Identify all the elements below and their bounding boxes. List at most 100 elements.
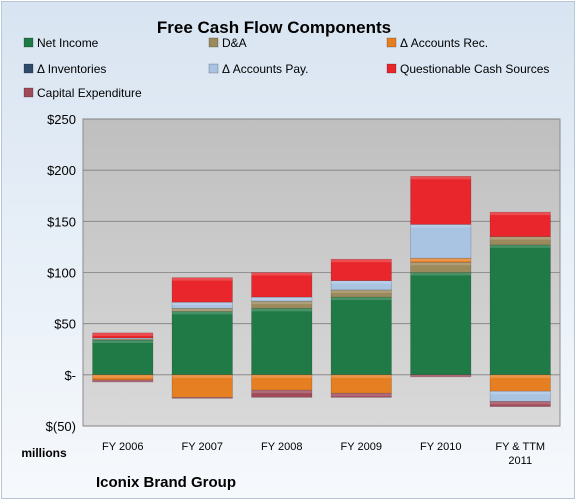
bar-segment-net-income [330,296,392,376]
bar-segment-highlight [172,311,233,315]
bar-segment-questionable-cash-sources [410,176,472,225]
bar-segment-capital-expenditure [410,374,472,378]
legend-label: Δ Inventories [37,62,106,76]
bar-segment-highlight [410,272,471,276]
bar-segment-net-income [92,339,154,376]
x-tick-label: FY 2010 [420,441,461,453]
bar-segment-net-income [251,308,313,376]
bar-segment-net-income [410,272,472,376]
bar-segment-highlight [490,236,551,240]
bar-segment-highlight [92,339,153,341]
legend-label: Net Income [37,36,99,50]
legend-swatch [23,87,34,98]
legend-label: Δ Accounts Pay. [222,62,309,76]
bar-segment-highlight [410,262,471,266]
legend-swatch [23,63,34,74]
legend-item-capital-expenditure: Capital Expenditure [23,86,142,100]
bar-segment-highlight [92,337,153,340]
bar-segment-highlight [251,308,312,312]
y-tick-label: $(50) [46,419,76,434]
legend-label: Questionable Cash Sources [400,62,549,76]
bar-segment-highlight [410,224,471,228]
x-tick-label: FY & TTM 2011 [495,441,545,467]
x-tick-label: FY 2006 [102,441,143,453]
legend-item-danda: D&A [208,36,247,50]
bar-segment-highlight [251,297,312,301]
legend-item-questionable-cash-sources: Questionable Cash Sources [386,62,549,76]
bar-segment-highlight [410,374,471,377]
bar-segment-highlight [92,332,153,336]
legend-item-delta-accounts-rec: Δ Accounts Rec. [386,36,488,50]
legend-label: Δ Accounts Rec. [400,36,488,50]
bar-segment-delta-accounts-pay [330,280,392,291]
legend-item-delta-inventories: Δ Inventories [23,62,106,76]
bar-segment-capital-expenditure [489,401,551,407]
bar-segment-highlight [172,374,233,378]
bar-segment-highlight [172,308,233,312]
y-tick-label: $200 [47,163,76,178]
bar-segment-highlight [92,340,153,344]
legend-swatch [386,63,397,74]
company-name: Iconix Brand Group [96,474,236,491]
bar-segment-highlight [410,258,471,262]
bar-segment-highlight [331,289,392,293]
legend-label: Capital Expenditure [37,86,142,100]
bar-segment-capital-expenditure [171,397,233,399]
legend-label: D&A [222,36,247,50]
bar-segment-highlight [251,390,312,394]
bar-segment-questionable-cash-sources [251,272,313,298]
bar-segment-highlight [331,393,392,397]
bar-segment-highlight [172,302,233,306]
bar-segment-capital-expenditure [330,392,392,398]
legend-item-delta-accounts-pay: Δ Accounts Pay. [208,62,309,76]
y-tick-label: $100 [47,266,76,281]
bar-segment-highlight [490,401,551,405]
bar-segment-net-income [489,244,551,376]
y-tick-label: $50 [54,317,76,332]
bar-segment-highlight [172,277,233,281]
bar-segment-highlight [490,391,551,395]
bar-segment-highlight [490,244,551,248]
bar-segment-highlight [92,379,153,382]
legend: Net Income D&A Δ Accounts Rec. Δ Inventorie… [23,36,549,100]
x-tick-label: FY 2008 [261,441,302,453]
bar-segment-highlight [410,176,471,180]
bar-segment-questionable-cash-sources [489,211,551,237]
bar-segment-delta-accounts-rec [171,374,233,398]
y-axis: $250 $200 $150 $100 $50 $- $(50) [46,112,76,434]
y-tick-label: $150 [47,214,76,229]
bar-segment-highlight [251,374,312,378]
x-tick-label: FY 2007 [182,441,223,453]
bar-segment-capital-expenditure [251,389,313,398]
legend-swatch [208,37,219,48]
legend-swatch [386,37,397,48]
bar-segment-delta-accounts-pay [410,224,472,259]
x-tick-label: FY 2009 [341,441,382,453]
bar-segment-questionable-cash-sources [330,258,392,281]
legend-item-net-income: Net Income [23,36,99,50]
bar-segment-questionable-cash-sources [171,277,233,303]
bar-segment-highlight [331,374,392,378]
bar-segment-highlight [490,374,551,378]
plot-area [82,118,561,427]
bar-segment-highlight [251,301,312,305]
bar-segment-net-income [171,311,233,376]
y-tick-label: $- [64,368,76,383]
bar-segment-highlight [172,397,233,399]
bar-segment-highlight [331,297,392,301]
bar-segment-highlight [331,259,392,263]
chart-title: Free Cash Flow Components [157,18,391,37]
bar-segment-questionable-cash-sources [92,332,154,339]
x-axis: FY 2006 FY 2007 FY 2008 FY 2009 FY 2010 FY & … [102,441,545,467]
legend-swatch [208,63,219,74]
bar-segment-highlight [490,212,551,216]
bar-segment-highlight [331,280,392,284]
unit-label: millions [21,446,67,460]
bar-segment-highlight [251,272,312,276]
legend-swatch [23,37,34,48]
bar-segment-capital-expenditure [92,379,154,383]
bar-segment-highlight [92,374,153,378]
y-tick-label: $250 [47,112,76,127]
